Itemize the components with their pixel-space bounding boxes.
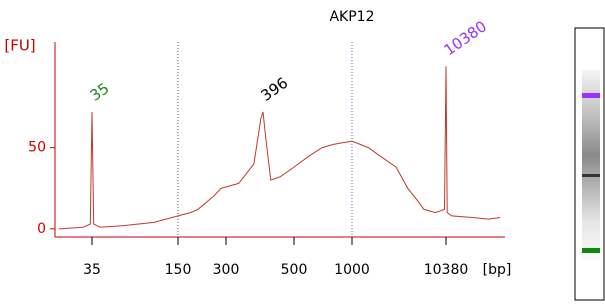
x-tick-label: 300 bbox=[213, 262, 240, 278]
x-tick-label: 35 bbox=[83, 262, 101, 278]
x-tick-label: 1000 bbox=[334, 262, 370, 278]
gel-upper-marker bbox=[582, 93, 600, 98]
chart: AKP12 [FU] [bp] 0 50 35 150 300 500 1000 10380 3… bbox=[0, 0, 605, 305]
gel-lane bbox=[582, 70, 600, 260]
y-tick-label: 0 bbox=[37, 221, 46, 237]
y-tick-label: 50 bbox=[28, 140, 46, 156]
gel-lower-marker bbox=[582, 248, 600, 253]
peak-label: 396 bbox=[258, 74, 292, 105]
page: {"chart_data": {"type": "line", "title":… bbox=[0, 0, 605, 305]
y-axis-label: [FU] bbox=[4, 37, 35, 55]
x-tick-label: 10380 bbox=[424, 262, 469, 278]
x-tick-label: 150 bbox=[165, 262, 192, 278]
chart-title: AKP12 bbox=[329, 9, 374, 25]
x-axis-label: [bp] bbox=[483, 262, 512, 278]
gel-band bbox=[582, 174, 600, 177]
peak-label: 10380 bbox=[441, 17, 490, 59]
x-tick-label: 500 bbox=[281, 262, 308, 278]
peak-label: 35 bbox=[87, 79, 113, 105]
